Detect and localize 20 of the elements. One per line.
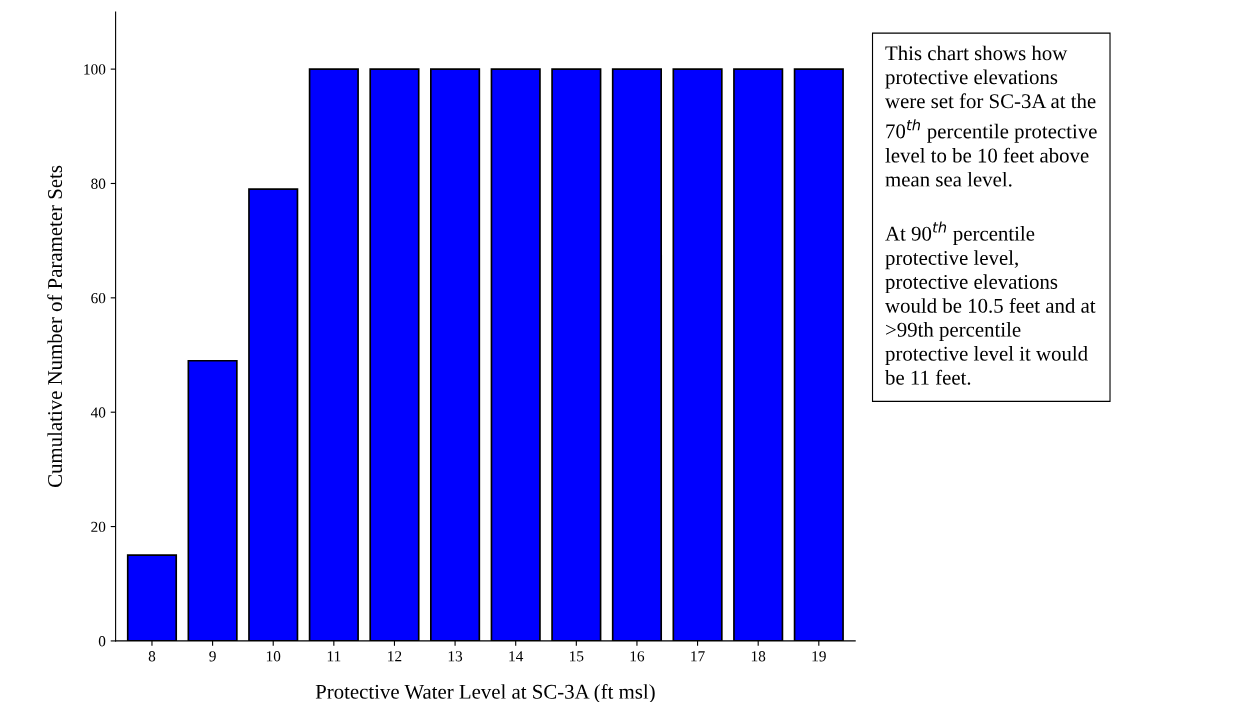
x-tick-label: 14 [509, 651, 524, 662]
x-tick-label: 13 [448, 651, 463, 662]
x-tick-label: 11 [327, 651, 341, 662]
x-tick-label: 15 [570, 651, 584, 662]
y-tick-label: 60 [91, 292, 106, 304]
text: This chart shows how protective elevations were set for SC-3A at the 70$^{th}$ percentile protective level to be 10 feet above mean sea level. At 90$^{th}$ percentile protective level, protective elevations would be 10.5 feet and at >99th percentile protective level it would be 11 feet. [885, 45, 1097, 385]
x-tick-label: 12 [388, 651, 402, 662]
x-tick-label: 19 [812, 651, 826, 662]
x-tick-label: 16 [630, 651, 645, 662]
y-tick-label: 20 [91, 521, 106, 533]
x-tick-label: 18 [751, 651, 766, 662]
y-tick-label: 0 [98, 636, 106, 647]
y-tick-label: 40 [90, 407, 106, 418]
x-tick-label: 9 [209, 651, 216, 662]
y-tick-label: 100 [84, 64, 106, 75]
x-tick-label: 10 [266, 651, 281, 662]
x-tick-label: 17 [691, 651, 705, 662]
x-tick-label: 8 [148, 651, 156, 662]
y-axis-title: Cumulative Number of Parameter Sets [47, 165, 63, 487]
y-tick-label: 80 [91, 178, 106, 189]
